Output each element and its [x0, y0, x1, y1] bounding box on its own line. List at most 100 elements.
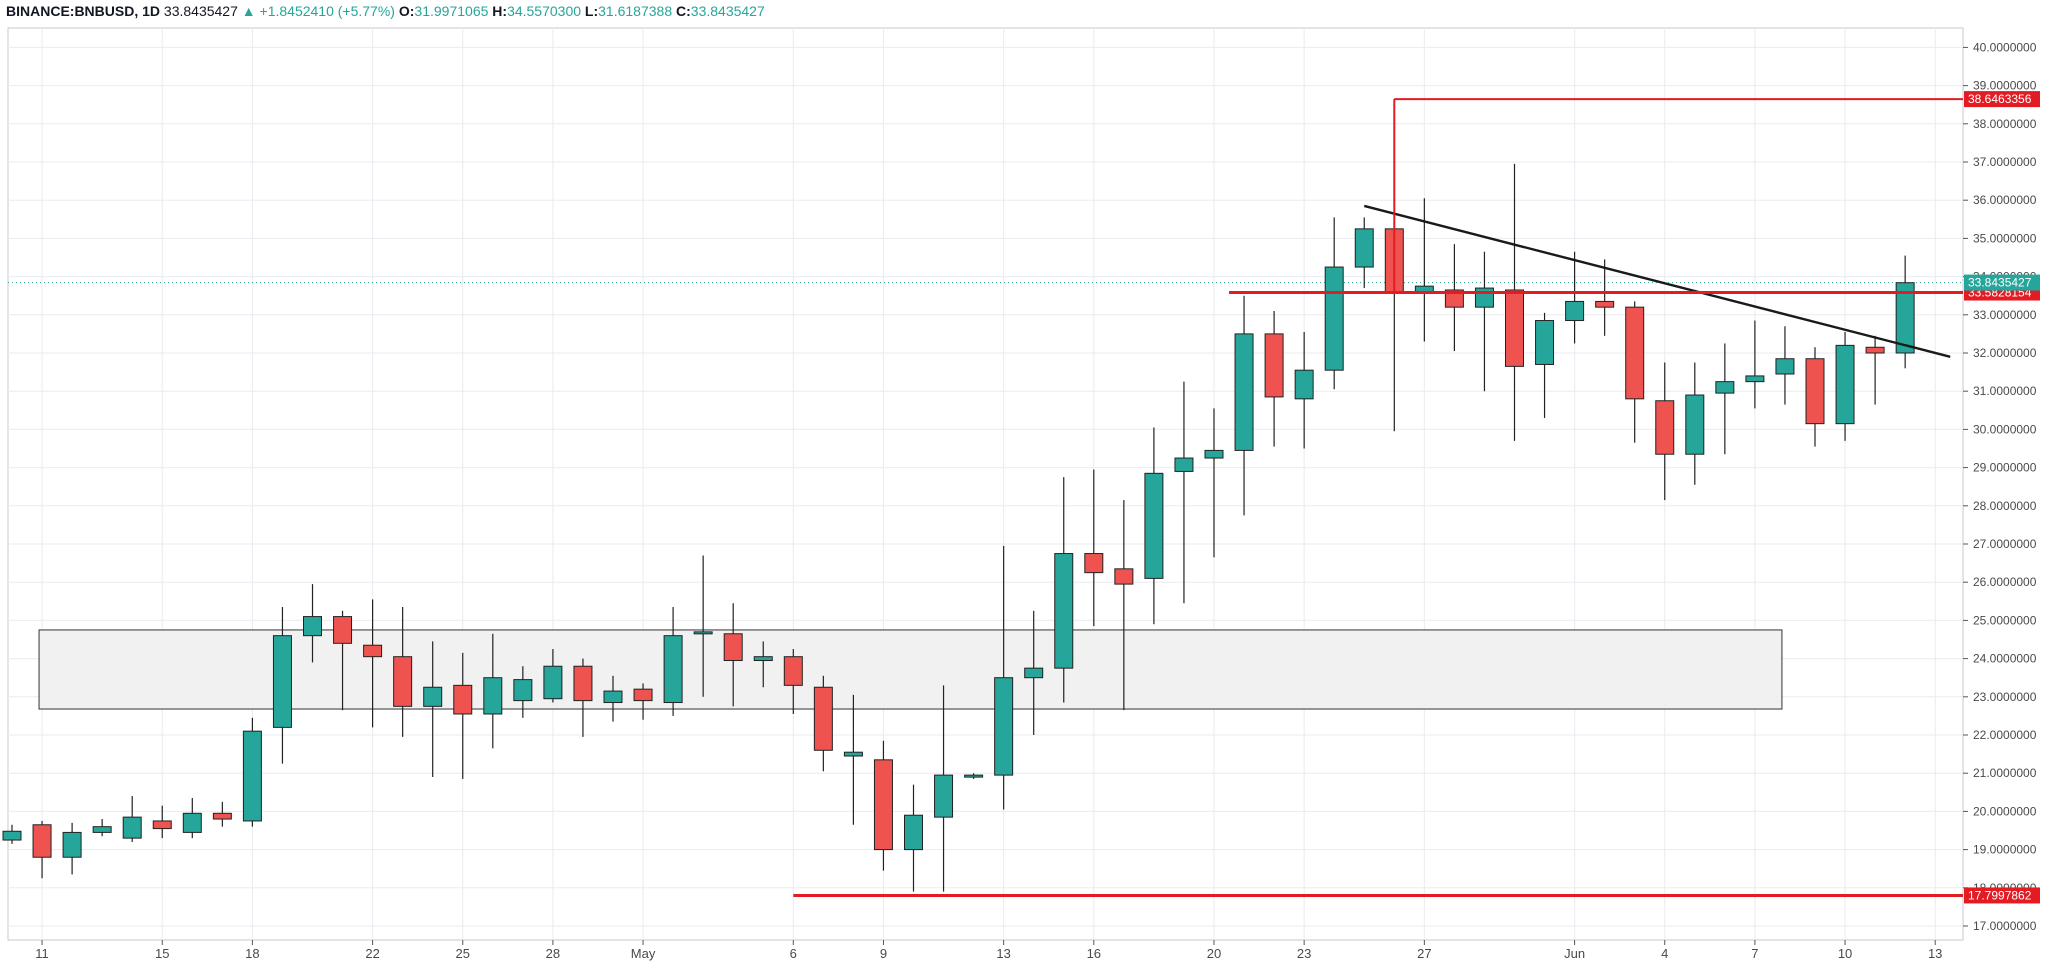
candle	[633, 683, 653, 720]
y-tick-label: 40.0000000	[1973, 40, 2037, 54]
candle-body	[1234, 333, 1254, 451]
candle-body	[1174, 457, 1194, 472]
candle	[1625, 301, 1645, 443]
x-tick-label: 28	[546, 946, 560, 961]
candle	[1595, 259, 1615, 336]
x-tick-label: 20	[1207, 946, 1221, 961]
candle	[934, 685, 954, 892]
candle-body	[423, 686, 443, 707]
candle	[873, 740, 893, 871]
candle	[1715, 343, 1735, 455]
level-tag-text: 38.6463356	[1968, 92, 2032, 106]
last-price: 33.8435427	[163, 3, 238, 19]
candle	[573, 658, 593, 737]
trendline	[1363, 204, 1951, 358]
candle-body	[92, 826, 112, 833]
candle-body	[964, 774, 984, 778]
y-tick-label: 30.0000000	[1973, 422, 2037, 436]
candle-body	[62, 831, 82, 858]
candle	[453, 652, 473, 779]
x-axis: 11 15 18 22 25 28 May 6 9 13 16 20 23 27 Jun 4 7 10 13	[35, 28, 1942, 961]
y-tick-label: 17.0000000	[1973, 919, 2037, 933]
candle-body	[934, 774, 954, 818]
candle-body	[723, 633, 743, 662]
candle-body	[1084, 553, 1104, 574]
candle-body	[1865, 346, 1885, 354]
candle-body	[543, 665, 563, 700]
level-tag-bg	[1964, 91, 2040, 108]
current-price-tag-bg	[1964, 274, 2040, 291]
candle-body	[1474, 287, 1494, 308]
high-value: 34.5570300	[507, 3, 582, 19]
candle	[92, 819, 112, 837]
y-tick-label: 19.0000000	[1973, 843, 2037, 857]
price-level	[1393, 98, 1963, 292]
candle	[1144, 427, 1164, 625]
candle-body	[633, 688, 653, 702]
price-change: +1.8452410 (+5.77%)	[259, 3, 395, 19]
candle-body	[1535, 320, 1555, 365]
change-arrow-icon: ▲	[241, 3, 256, 19]
y-axis: 17.000000018.000000019.000000020.0000000…	[8, 40, 2037, 933]
candle-body	[1775, 358, 1795, 375]
candle	[1174, 381, 1194, 604]
candle-body	[693, 631, 713, 635]
candle-body	[1745, 375, 1765, 383]
candle-body	[393, 656, 413, 707]
current-price-tag-text: 33.8435427	[1968, 276, 2032, 290]
candle-body	[1354, 228, 1374, 268]
chart-header: BINANCE:BNBUSD, 1D 33.8435427 ▲ +1.84524…	[6, 0, 765, 22]
y-tick-label: 39.0000000	[1973, 79, 2037, 93]
candle	[1745, 320, 1765, 409]
candle	[603, 675, 623, 722]
y-tick-label: 20.0000000	[1973, 804, 2037, 818]
candle	[543, 649, 563, 703]
candle	[994, 545, 1014, 810]
candle-body	[1565, 300, 1585, 322]
candle	[843, 694, 863, 825]
candle	[1835, 331, 1855, 441]
candle	[303, 584, 322, 663]
candle-body	[152, 820, 172, 830]
symbol-label[interactable]: BINANCE:BNBUSD, 1D	[6, 3, 161, 19]
x-tick-label: 13	[996, 946, 1010, 961]
low-value: 31.6187388	[598, 3, 673, 19]
close-value: 33.8435427	[690, 3, 765, 19]
candle-body	[1204, 449, 1224, 459]
candle	[964, 773, 984, 779]
candle-body	[513, 679, 533, 702]
candles	[2, 98, 1915, 892]
x-tick-label: 10	[1838, 946, 1852, 961]
candle-body	[1895, 282, 1915, 354]
candle	[1444, 244, 1464, 352]
high-label: H:	[492, 3, 508, 19]
candle-body	[1324, 266, 1344, 371]
candle	[813, 675, 833, 772]
level-tag-text: 17.7997862	[1968, 888, 2032, 902]
candle	[723, 603, 743, 707]
y-tick-label: 37.0000000	[1973, 155, 2037, 169]
y-tick-label: 27.0000000	[1973, 537, 2037, 551]
candle	[423, 641, 443, 778]
y-tick-label: 22.0000000	[1973, 728, 2037, 742]
candle-body	[182, 812, 202, 833]
candle	[1685, 362, 1705, 485]
candle-body	[1805, 358, 1825, 425]
x-tick-label: 25	[456, 946, 470, 961]
candle-body	[663, 635, 683, 704]
candle-body	[212, 812, 232, 820]
x-tick-label: 15	[155, 946, 169, 961]
candle	[1114, 500, 1134, 711]
candle	[212, 801, 232, 827]
level-tag-bg	[1964, 887, 2040, 904]
candle-body	[1444, 289, 1464, 308]
candle	[1775, 326, 1795, 405]
open-value: 31.9971065	[414, 3, 489, 19]
candle	[1565, 251, 1585, 344]
candle	[182, 798, 202, 839]
candle-body	[242, 730, 262, 822]
x-tick-label: 6	[790, 946, 797, 961]
candle-body	[333, 616, 353, 644]
candle-body	[1505, 289, 1524, 367]
